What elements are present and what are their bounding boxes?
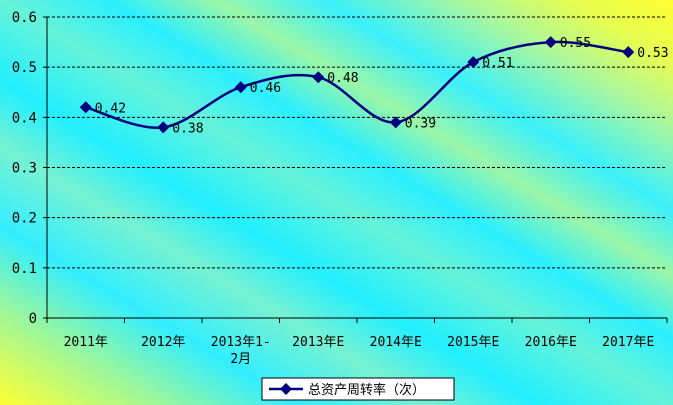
data-point-marker bbox=[467, 56, 480, 69]
data-label: 0.55 bbox=[560, 36, 591, 51]
x-tick-label: 2015年E bbox=[447, 335, 499, 350]
data-label: 0.42 bbox=[95, 101, 126, 116]
y-tick-label: 0.6 bbox=[12, 10, 37, 26]
data-label: 0.46 bbox=[250, 81, 281, 96]
y-tick-label: 0.2 bbox=[12, 211, 37, 227]
series-total-asset-turnover bbox=[79, 36, 635, 134]
x-tick-label: 2013年1-2月 bbox=[211, 335, 271, 367]
y-tick-label: 0 bbox=[29, 311, 37, 327]
x-axis-tick-labels: 2011年 2012年 2013年1-2月 2013年E 2014年E 2015年E 201… bbox=[64, 335, 655, 367]
x-tick-label: 2011年 bbox=[64, 335, 108, 350]
data-label: 0.38 bbox=[172, 121, 203, 136]
data-point-marker bbox=[157, 121, 170, 134]
series-line bbox=[85, 40, 629, 129]
y-axis-tick-labels: 0 0.1 0.2 0.3 0.4 0.5 0.6 bbox=[12, 10, 37, 327]
legend: 总资产周转率（次） bbox=[261, 377, 455, 401]
data-label: 0.51 bbox=[482, 56, 513, 71]
data-label: 0.39 bbox=[405, 116, 436, 131]
data-point-marker bbox=[544, 36, 557, 49]
axes bbox=[43, 16, 668, 323]
legend-box bbox=[261, 377, 455, 401]
x-tick-label: 2017年E bbox=[602, 335, 654, 350]
y-tick-label: 0.5 bbox=[12, 60, 37, 76]
x-tick-label: 2013年E bbox=[292, 335, 344, 350]
y-tick-label: 0.4 bbox=[12, 110, 37, 126]
x-tick-label: 2014年E bbox=[370, 335, 422, 350]
data-label: 0.48 bbox=[327, 71, 358, 86]
data-point-marker bbox=[622, 46, 635, 59]
x-tick-label: 2016年E bbox=[525, 335, 577, 350]
gridlines bbox=[47, 16, 667, 269]
legend-series-label: 总资产周转率（次） bbox=[308, 382, 425, 398]
data-point-marker bbox=[389, 116, 402, 129]
legend-diamond-marker bbox=[280, 383, 292, 395]
data-labels: 0.42 0.38 0.46 0.48 0.39 0.51 0.55 0.53 bbox=[95, 36, 669, 136]
y-tick-label: 0.3 bbox=[12, 161, 37, 177]
y-tick-label: 0.1 bbox=[12, 261, 37, 277]
data-label: 0.53 bbox=[637, 46, 668, 61]
data-point-marker bbox=[312, 71, 325, 84]
data-point-marker bbox=[234, 81, 247, 94]
data-point-marker bbox=[79, 101, 92, 114]
x-tick-label: 2012年 bbox=[141, 335, 185, 350]
